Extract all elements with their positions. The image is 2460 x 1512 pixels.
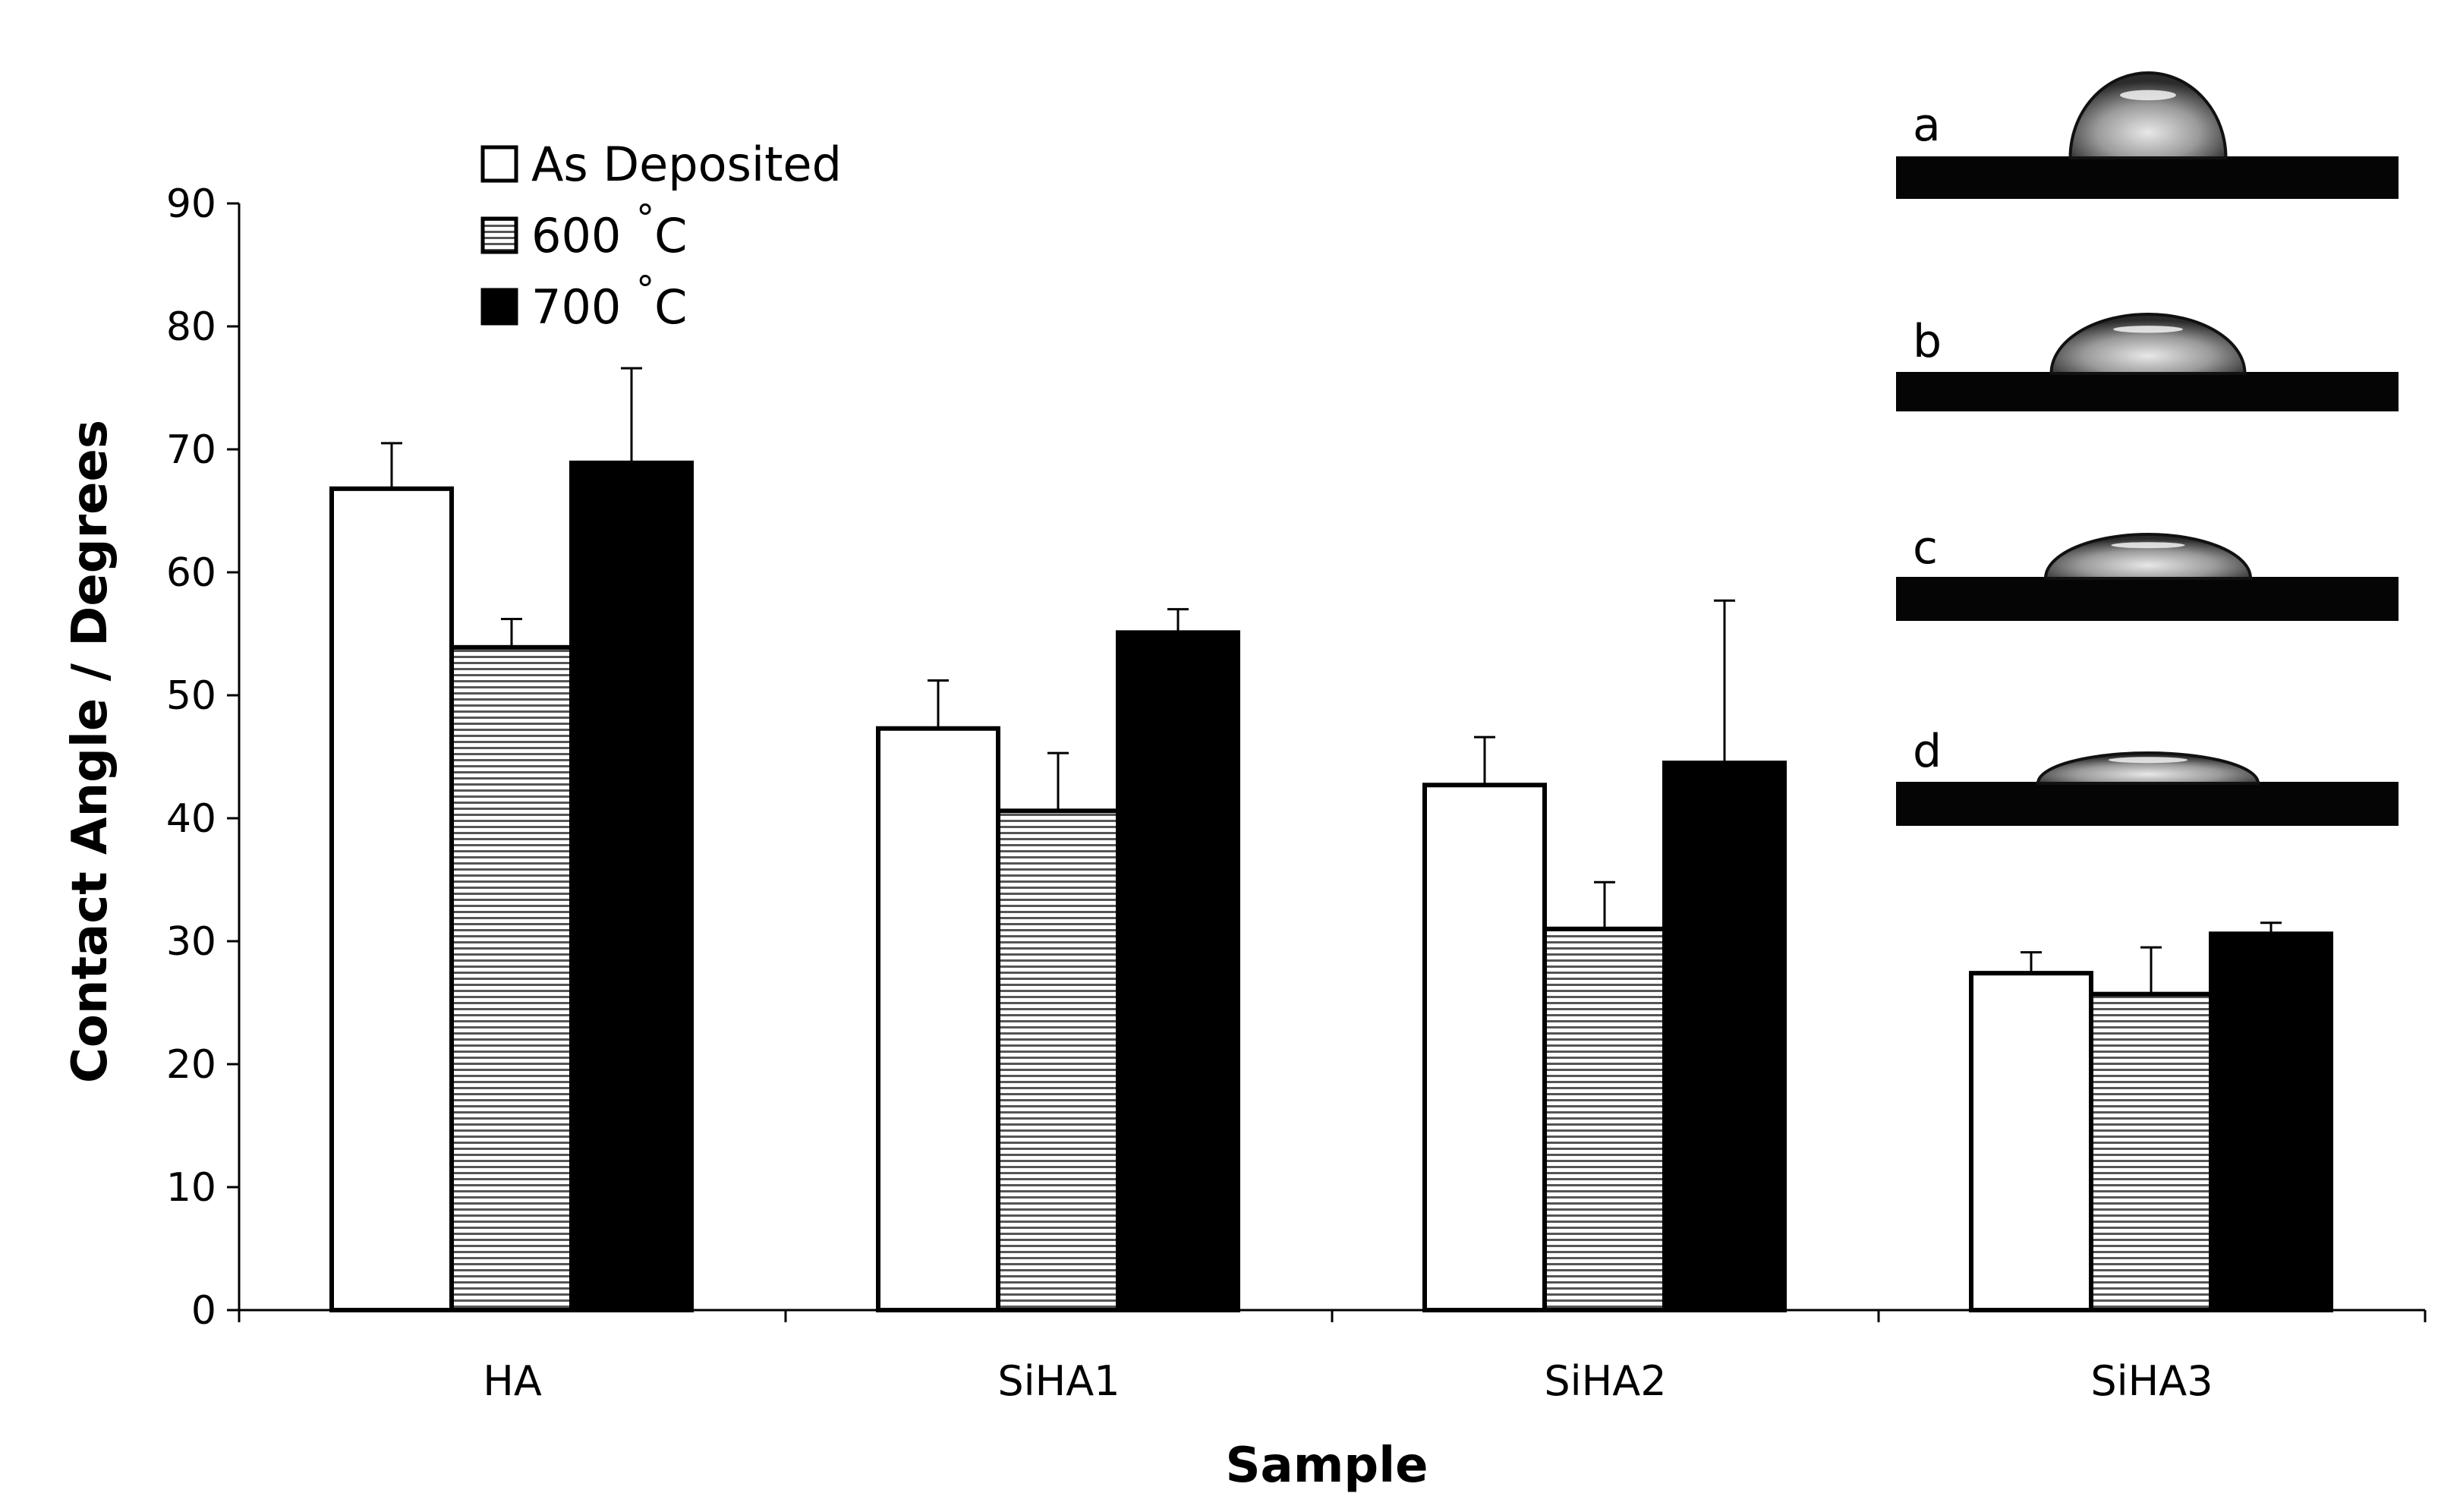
bar [1542,926,1667,1313]
error-bars [381,367,2282,994]
y-tick-label: 70 [166,427,216,473]
bar [569,460,694,1313]
x-category-label: SiHA1 [997,1357,1120,1405]
y-tick-label: 20 [166,1042,216,1088]
droplet [2036,751,2260,785]
droplet-inset-c: c [1896,521,2399,621]
substrate [1896,372,2399,411]
y-tick-label: 90 [166,181,216,227]
bar [1116,630,1240,1312]
substrate [1896,782,2399,826]
droplet [2049,313,2247,375]
axes: 0 10 20 30 40 50 60 70 80 90 HA SiHA1 SiHA2 SiHA3 [166,181,2427,1405]
x-category-label: SiHA2 [1544,1357,1666,1405]
bars [329,460,2333,1313]
y-tick-label: 0 [191,1288,216,1334]
y-tick-label: 40 [166,796,216,842]
legend-label-700: 700 °C [531,269,687,335]
bar [2089,991,2213,1313]
inset-label: a [1913,99,1941,152]
x-category-label: SiHA3 [2090,1357,2213,1405]
substrate [1896,156,2399,199]
droplet-inset-b: b [1896,313,2399,411]
droplet-highlight [2108,757,2188,764]
y-tick-label: 30 [166,919,216,965]
inset-label: c [1913,521,1938,575]
droplet [2043,533,2253,580]
substrate [1896,577,2399,621]
y-axis-title: Contact Angle / Degrees [62,420,118,1083]
y-tick-label: 50 [166,673,216,719]
droplet-inset-d: d [1896,725,2399,826]
droplet-highlight [2111,542,2185,549]
bar [1969,971,2093,1312]
legend-label-as-deposited: As Deposited [531,137,842,192]
x-axis-title: Sample [1225,1438,1428,1494]
legend-label-600: 600 °C [531,197,687,263]
droplet [2068,71,2228,159]
bar [996,808,1120,1312]
y-tick-label: 60 [166,550,216,596]
bar [1422,783,1547,1312]
legend: As Deposited 600 °C 700 °C [480,137,842,335]
y-tick-label: 80 [166,304,216,350]
bar [1662,761,1787,1312]
x-category-label: HA [483,1357,542,1405]
droplet-inset-a: a [1896,71,2399,199]
bar [876,726,1000,1312]
droplet-highlight [2120,90,2176,101]
bar [329,486,454,1313]
droplet-insets: a b c d [1896,71,2399,826]
legend-swatch-700 [480,288,518,326]
legend-swatch-600 [480,216,518,254]
bar [2209,931,2333,1313]
inset-label: b [1913,315,1942,368]
droplet-highlight [2113,326,2183,333]
legend-swatch-as-deposited [480,145,518,183]
bar [449,644,574,1312]
inset-label: d [1913,725,1942,778]
y-tick-label: 10 [166,1165,216,1211]
